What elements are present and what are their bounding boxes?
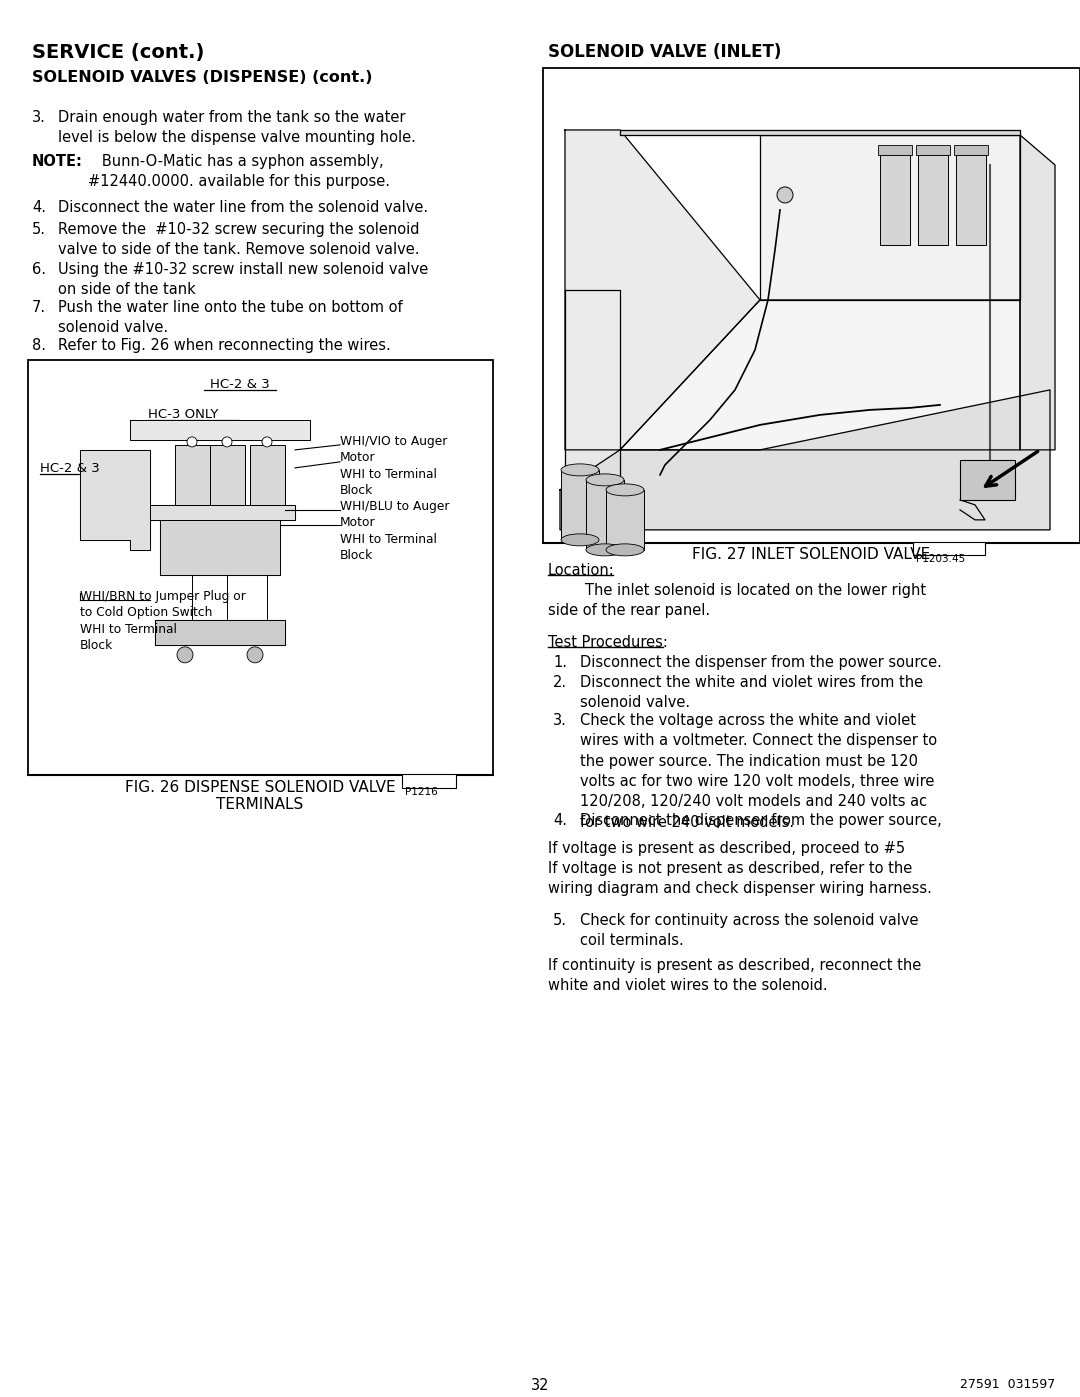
Text: If voltage is not present as described, refer to the
wiring diagram and check di: If voltage is not present as described, …	[548, 861, 932, 895]
Text: 1.: 1.	[553, 655, 567, 669]
Bar	[956, 155, 986, 244]
Polygon shape	[565, 291, 620, 490]
Text: 3.: 3.	[553, 712, 567, 728]
Text: Location:: Location:	[548, 563, 615, 578]
Bar	[249, 444, 285, 504]
Text: WHI/BLU to Auger
Motor
WHI to Terminal
Block: WHI/BLU to Auger Motor WHI to Terminal B…	[340, 500, 449, 563]
Text: TERMINALS: TERMINALS	[216, 796, 303, 812]
Text: 3.: 3.	[32, 110, 45, 124]
Text: If voltage is present as described, proceed to #5: If voltage is present as described, proc…	[548, 841, 905, 856]
Polygon shape	[156, 620, 285, 645]
Bar	[880, 155, 910, 244]
Polygon shape	[80, 450, 150, 550]
Bar	[561, 469, 599, 539]
Text: Check for continuity across the solenoid valve
coil terminals.: Check for continuity across the solenoid…	[580, 912, 918, 949]
Bar	[402, 774, 456, 788]
Text: SOLENOID VALVE (INLET): SOLENOID VALVE (INLET)	[548, 43, 781, 61]
Text: Refer to Fig. 26 when reconnecting the wires.: Refer to Fig. 26 when reconnecting the w…	[58, 338, 391, 353]
Bar	[606, 490, 644, 550]
Circle shape	[777, 187, 793, 203]
Text: Disconnect the dispenser from the power source,: Disconnect the dispenser from the power …	[580, 813, 942, 828]
Text: Drain enough water from the tank so the water
level is below the dispense valve : Drain enough water from the tank so the …	[58, 110, 416, 145]
Text: HC-3 ONLY: HC-3 ONLY	[148, 408, 218, 420]
Polygon shape	[160, 520, 280, 574]
Text: 32: 32	[530, 1377, 550, 1393]
Polygon shape	[620, 130, 1020, 136]
Text: Push the water line onto the tube on bottom of
solenoid valve.: Push the water line onto the tube on bot…	[58, 300, 403, 335]
Circle shape	[177, 647, 193, 662]
Polygon shape	[1020, 136, 1055, 450]
Text: 27591  031597: 27591 031597	[960, 1377, 1055, 1390]
Text: 5.: 5.	[553, 912, 567, 928]
Text: Check the voltage across the white and violet
wires with a voltmeter. Connect th: Check the voltage across the white and v…	[580, 712, 937, 830]
Text: HC-2 & 3: HC-2 & 3	[40, 462, 99, 475]
Text: 6.: 6.	[32, 261, 46, 277]
Text: WHI/VIO to Auger
Motor
WHI to Terminal
Block: WHI/VIO to Auger Motor WHI to Terminal B…	[340, 434, 447, 497]
Ellipse shape	[606, 483, 644, 496]
Bar	[913, 542, 985, 555]
Polygon shape	[561, 390, 1050, 529]
Text: HC-2 & 3: HC-2 & 3	[211, 379, 270, 391]
Bar	[210, 444, 245, 504]
Text: NOTE:: NOTE:	[32, 154, 83, 169]
Bar	[960, 460, 1015, 500]
Ellipse shape	[561, 534, 599, 546]
Circle shape	[187, 437, 197, 447]
Circle shape	[247, 647, 264, 662]
Bar	[543, 68, 1080, 543]
Bar	[954, 145, 988, 155]
Bar	[916, 145, 950, 155]
Text: P1216: P1216	[405, 787, 437, 796]
Text: Test Procedures:: Test Procedures:	[548, 634, 667, 650]
Text: Disconnect the water line from the solenoid valve.: Disconnect the water line from the solen…	[58, 200, 428, 215]
Circle shape	[222, 437, 232, 447]
Ellipse shape	[561, 464, 599, 476]
Text: SOLENOID VALVES (DISPENSE) (cont.): SOLENOID VALVES (DISPENSE) (cont.)	[32, 70, 373, 85]
Polygon shape	[150, 504, 295, 520]
Bar	[918, 155, 948, 244]
Ellipse shape	[586, 474, 624, 486]
Text: 4.: 4.	[553, 813, 567, 828]
Text: Disconnect the dispenser from the power source.: Disconnect the dispenser from the power …	[580, 655, 942, 669]
Bar	[28, 360, 492, 775]
Text: P1203.45: P1203.45	[916, 553, 966, 564]
Text: If continuity is present as described, reconnect the
white and violet wires to t: If continuity is present as described, r…	[548, 958, 921, 993]
Ellipse shape	[606, 543, 644, 556]
Text: WHI/BRN to Jumper Plug or
to Cold Option Switch
WHI to Terminal
Block: WHI/BRN to Jumper Plug or to Cold Option…	[80, 590, 246, 652]
Bar	[175, 444, 210, 504]
Text: Disconnect the white and violet wires from the
solenoid valve.: Disconnect the white and violet wires fr…	[580, 675, 923, 710]
Polygon shape	[565, 130, 760, 450]
Text: The inlet solenoid is located on the lower right
side of the rear panel.: The inlet solenoid is located on the low…	[548, 583, 927, 619]
Polygon shape	[130, 420, 310, 440]
Bar	[586, 481, 624, 550]
Text: Remove the  #10-32 screw securing the solenoid
valve to side of the tank. Remove: Remove the #10-32 screw securing the sol…	[58, 222, 419, 257]
Text: 7.: 7.	[32, 300, 46, 314]
Bar	[878, 145, 912, 155]
Circle shape	[262, 437, 272, 447]
Ellipse shape	[586, 543, 624, 556]
Text: 8.: 8.	[32, 338, 46, 353]
Text: SERVICE (cont.): SERVICE (cont.)	[32, 43, 204, 61]
Text: FIG. 26 DISPENSE SOLENOID VALVE: FIG. 26 DISPENSE SOLENOID VALVE	[124, 780, 395, 795]
Text: FIG. 27 INLET SOLENOID VALVE: FIG. 27 INLET SOLENOID VALVE	[692, 546, 930, 562]
Polygon shape	[620, 300, 1020, 450]
Text: 5.: 5.	[32, 222, 46, 237]
Text: 4.: 4.	[32, 200, 46, 215]
Text: 2.: 2.	[553, 675, 567, 690]
Polygon shape	[760, 136, 1020, 300]
Text: Using the #10-32 screw install new solenoid valve
on side of the tank: Using the #10-32 screw install new solen…	[58, 261, 429, 298]
Text: Bunn-O-Matic has a syphon assembly,
#12440.0000. available for this purpose.: Bunn-O-Matic has a syphon assembly, #124…	[87, 154, 390, 190]
